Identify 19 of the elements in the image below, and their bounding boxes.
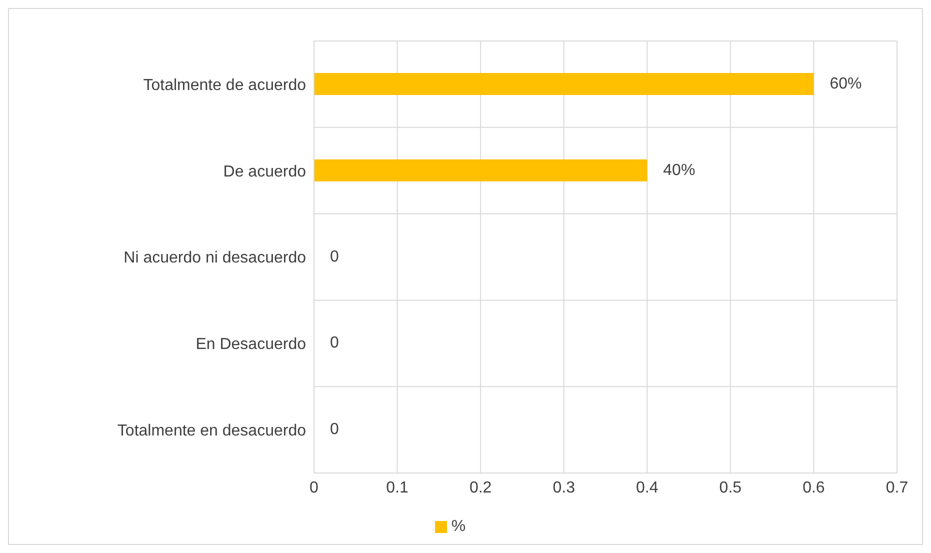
x-tick-label: 0.2: [469, 479, 492, 496]
y-tick-label: Totalmente en desacuerdo: [117, 422, 306, 440]
x-tick-label: 0.5: [719, 479, 742, 496]
x-tick-label: 0.4: [636, 479, 658, 496]
y-tick-label: De acuerdo: [223, 163, 306, 180]
y-tick-label: Ni acuerdo ni desacuerdo: [124, 250, 306, 267]
x-tick-label: 0.3: [552, 479, 576, 496]
data-label: 60%: [830, 76, 862, 92]
x-tick-label: 0.6: [802, 479, 825, 496]
x-tick-label: 0: [310, 479, 319, 496]
legend-label: %: [451, 518, 466, 535]
data-label: 40%: [663, 162, 696, 179]
data-label: 0: [330, 334, 339, 352]
x-tick-label: 0.7: [886, 479, 908, 496]
data-label: 0: [330, 421, 339, 438]
data-label: 0: [330, 248, 339, 266]
x-tick-label: 0.1: [386, 479, 409, 496]
y-tick-label: Totalmente de acuerdo: [143, 76, 306, 94]
y-tick-label: En Desacuerdo: [196, 336, 306, 354]
